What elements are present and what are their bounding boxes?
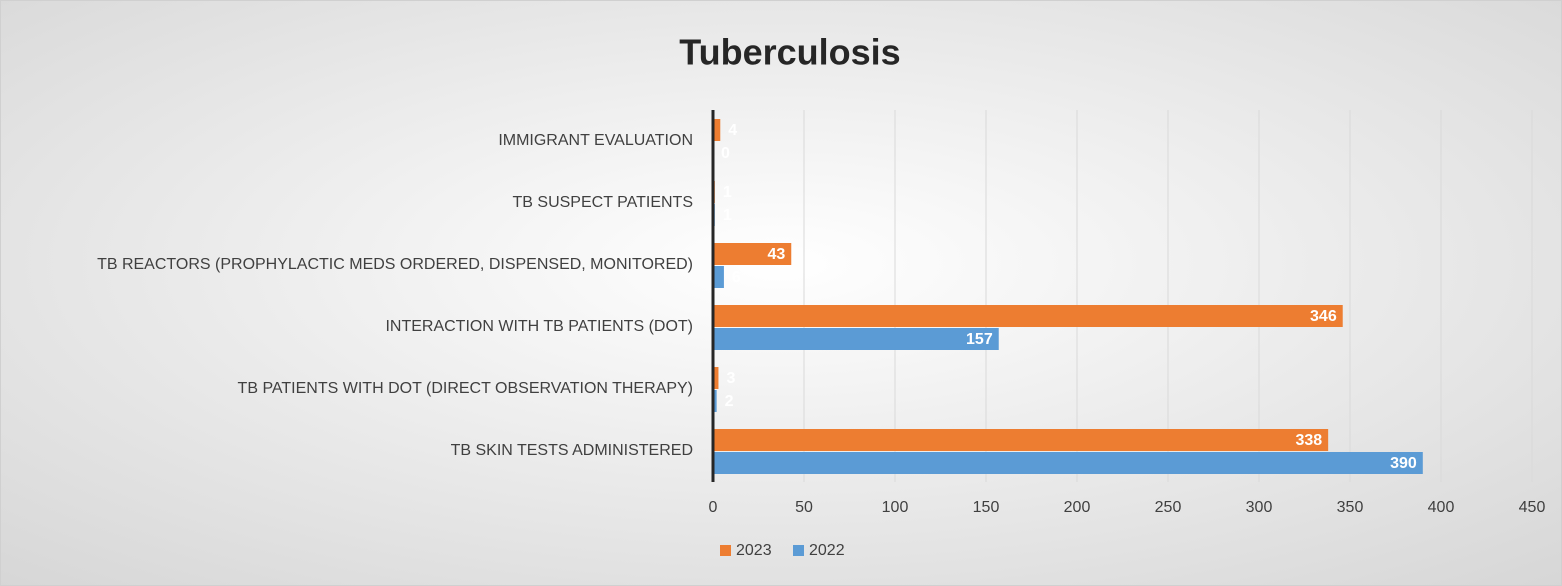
data-label: 43 — [767, 246, 785, 263]
data-label: 1 — [723, 207, 732, 224]
data-label: 6 — [732, 269, 741, 286]
x-tick-label: 250 — [1155, 499, 1182, 516]
legend-swatch — [793, 545, 804, 556]
data-label: 2 — [725, 393, 734, 410]
data-label: 390 — [1390, 455, 1417, 472]
data-label: 0 — [721, 145, 730, 162]
bar — [713, 266, 724, 288]
y-tick-label: TB PATIENTS WITH DOT (DIRECT OBSERVATION… — [238, 380, 693, 397]
x-tick-label: 0 — [709, 499, 718, 516]
y-tick-label: TB SKIN TESTS ADMINISTERED — [451, 442, 693, 459]
bar — [713, 305, 1343, 327]
bar — [713, 390, 717, 412]
bar — [713, 367, 719, 389]
y-tick-label: IMMIGRANT EVALUATION — [498, 132, 693, 149]
x-tick-label: 400 — [1428, 499, 1455, 516]
data-label: 4 — [728, 122, 737, 139]
y-tick-label: TB REACTORS (PROPHYLACTIC MEDS ORDERED, … — [97, 256, 693, 273]
x-tick-label: 300 — [1246, 499, 1273, 516]
data-label: 1 — [723, 184, 732, 201]
x-tick-label: 100 — [882, 499, 909, 516]
legend-label: 2022 — [809, 542, 845, 559]
data-label: 3 — [726, 370, 735, 387]
x-tick-label: 450 — [1519, 499, 1546, 516]
bar — [713, 243, 792, 265]
x-tick-label: 200 — [1064, 499, 1091, 516]
data-label: 157 — [966, 331, 993, 348]
bar — [713, 429, 1329, 451]
y-tick-label: TB SUSPECT PATIENTS — [513, 194, 693, 211]
data-label: 346 — [1310, 308, 1337, 325]
x-tick-label: 350 — [1337, 499, 1364, 516]
x-tick-label: 150 — [973, 499, 1000, 516]
bar — [713, 328, 999, 350]
y-tick-label: INTERACTION WITH TB PATIENTS (DOT) — [385, 318, 693, 335]
bar — [713, 119, 721, 141]
legend-label: 2023 — [736, 542, 772, 559]
bar — [713, 452, 1423, 474]
legend-swatch — [720, 545, 731, 556]
x-tick-label: 50 — [795, 499, 813, 516]
data-label: 338 — [1295, 432, 1322, 449]
chart-title: Tuberculosis — [679, 32, 900, 73]
